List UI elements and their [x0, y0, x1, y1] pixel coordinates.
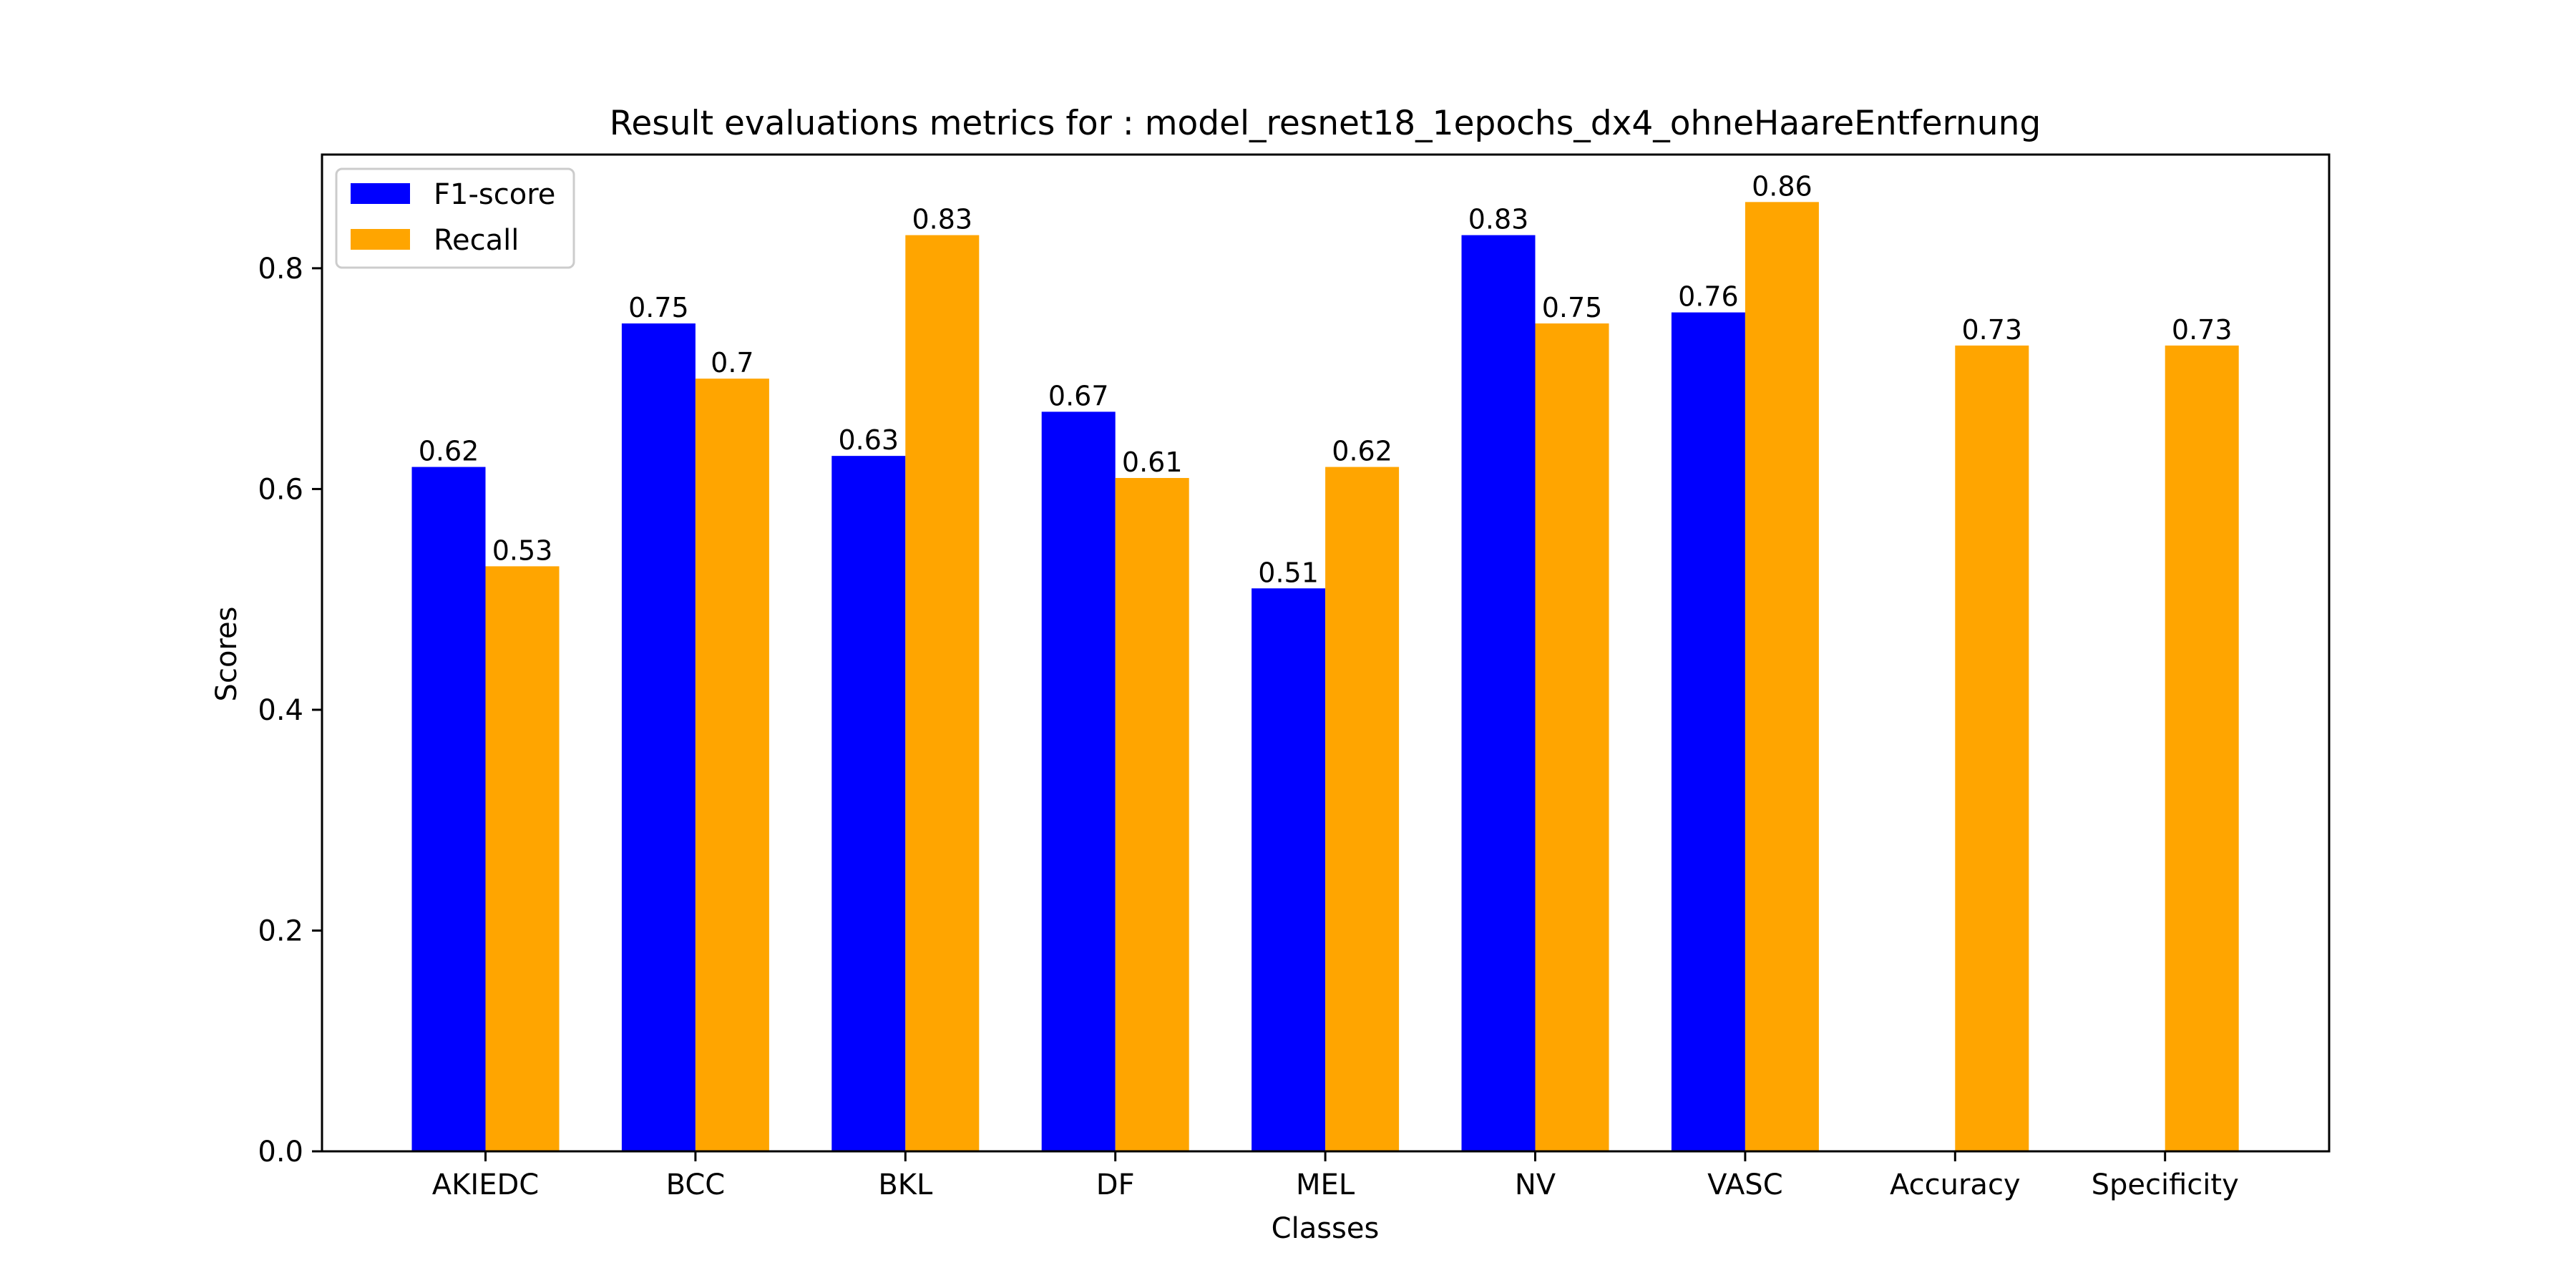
- chart-title: Result evaluations metrics for : model_r…: [610, 104, 2041, 143]
- value-label-f1-score-mel: 0.51: [1258, 557, 1319, 588]
- x-tick-label-bkl: BKL: [878, 1169, 933, 1201]
- x-tick-label-df: DF: [1096, 1169, 1135, 1201]
- bar-f1-score-bkl: [831, 456, 906, 1151]
- legend-swatch-recall: [351, 229, 410, 250]
- x-tick-label-mel: MEL: [1296, 1169, 1355, 1201]
- value-label-f1-score-vasc: 0.76: [1678, 281, 1739, 313]
- value-label-recall-mel: 0.62: [1332, 436, 1392, 467]
- bar-f1-score-nv: [1461, 235, 1536, 1151]
- value-label-recall-accuracy: 0.73: [1961, 314, 2022, 346]
- value-label-recall-bkl: 0.83: [912, 204, 972, 235]
- bar-recall-bkl: [905, 235, 980, 1151]
- bar-recall-df: [1115, 477, 1189, 1151]
- value-label-f1-score-df: 0.67: [1048, 380, 1109, 411]
- bar-f1-score-vasc: [1671, 312, 1745, 1151]
- y-tick-label-3: 0.6: [258, 473, 303, 506]
- y-axis: 0.0 0.2 0.4 0.6 0.8: [258, 253, 322, 1169]
- value-label-f1-score-bkl: 0.63: [838, 424, 899, 456]
- value-label-f1-score-bcc: 0.75: [628, 292, 689, 323]
- y-tick-label-4: 0.8: [258, 253, 303, 286]
- legend-label-f1-score: F1-score: [434, 178, 555, 211]
- x-tick-label-specificity: Specificity: [2092, 1169, 2239, 1201]
- bar-recall-bcc: [695, 379, 769, 1151]
- x-axis-label: Classes: [1272, 1212, 1380, 1245]
- value-labels-layer: 0.62 0.53 0.75 0.7 0.63 0.83 0.67 0.61 0.51 0.62 0…: [419, 170, 2233, 588]
- value-label-recall-df: 0.61: [1122, 447, 1183, 478]
- y-tick-label-2: 0.4: [258, 694, 303, 727]
- value-label-f1-score-akiedc: 0.62: [419, 436, 479, 467]
- value-label-recall-nv: 0.75: [1542, 292, 1603, 323]
- x-tick-label-accuracy: Accuracy: [1890, 1169, 2021, 1201]
- x-tick-label-bcc: BCC: [666, 1169, 726, 1201]
- value-label-recall-vasc: 0.86: [1752, 170, 1813, 202]
- value-label-f1-score-nv: 0.83: [1468, 204, 1529, 235]
- x-axis: AKIEDC BCC BKL DF MEL NV VASC Accuracy Specifici…: [432, 1151, 2239, 1201]
- y-tick-label-0: 0.0: [258, 1136, 303, 1169]
- bar-recall-accuracy: [1955, 345, 2029, 1151]
- bar-f1-score-bcc: [621, 323, 696, 1152]
- bar-recall-specificity: [2165, 345, 2239, 1151]
- y-axis-label: Scores: [210, 607, 243, 702]
- value-label-recall-specificity: 0.73: [2172, 314, 2233, 346]
- bar-f1-score-mel: [1252, 588, 1326, 1151]
- legend-label-recall: Recall: [434, 224, 519, 257]
- bar-f1-score-df: [1041, 411, 1116, 1151]
- y-tick-label-1: 0.2: [258, 914, 303, 947]
- value-label-recall-bcc: 0.7: [711, 347, 753, 379]
- x-tick-label-vasc: VASC: [1707, 1169, 1783, 1201]
- bar-recall-nv: [1535, 323, 1609, 1152]
- value-label-recall-akiedc: 0.53: [492, 535, 553, 566]
- bars-layer: [411, 202, 2239, 1152]
- bar-f1-score-akiedc: [411, 467, 486, 1151]
- bar-recall-akiedc: [485, 566, 560, 1151]
- bar-recall-vasc: [1745, 202, 1819, 1151]
- x-tick-label-akiedc: AKIEDC: [432, 1169, 539, 1201]
- legend: F1-score Recall: [335, 167, 575, 269]
- bar-recall-mel: [1325, 467, 1400, 1151]
- legend-swatch-f1-score: [351, 183, 410, 204]
- x-tick-label-nv: NV: [1515, 1169, 1556, 1201]
